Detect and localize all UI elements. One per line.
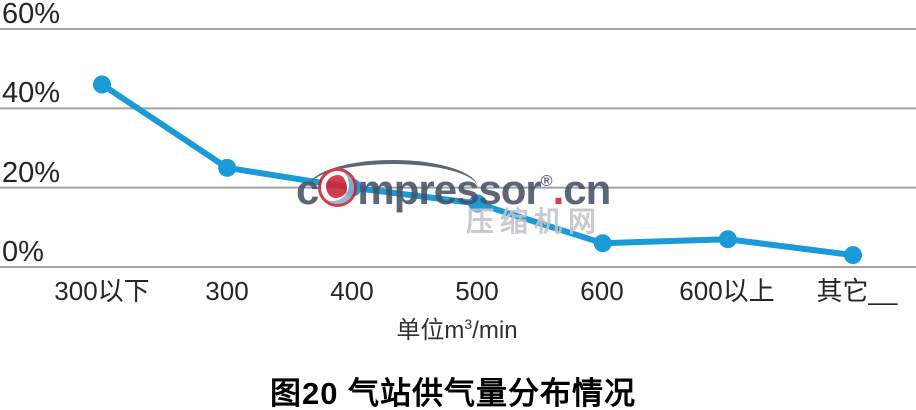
watermark-brand-text: c mpressor®.cn	[296, 166, 611, 213]
y-axis-tick-label: 60%	[2, 0, 61, 30]
watermark-chinese-text: 压缩机网	[466, 206, 603, 237]
x-axis-tick-label: 600	[580, 276, 624, 306]
globe-icon	[318, 168, 358, 207]
y-axis-tick-label: 40%	[2, 77, 61, 109]
watermark-word: mpressor	[357, 166, 541, 213]
registered-trademark-icon: ®	[540, 173, 553, 190]
x-axis-tick-label: 300	[205, 276, 249, 306]
data-point	[218, 158, 237, 177]
data-point	[593, 234, 612, 253]
y-axis-tick-label: 20%	[2, 157, 61, 189]
x-axis-unit-suffix: /min	[472, 317, 518, 344]
x-axis-tick-label: 600以上	[679, 276, 775, 306]
watermark-domain-suffix: cn	[563, 166, 611, 213]
watermark: c mpressor®.cn 压缩机网	[296, 156, 646, 246]
watermark-red-dot: .	[552, 166, 565, 213]
data-point	[93, 75, 111, 94]
x-axis-tick-label: 300以下	[54, 276, 150, 306]
data-point	[718, 230, 737, 249]
chart-title: 图20 气站供气量分布情况	[269, 376, 637, 410]
y-axis-tick-label: 0%	[2, 236, 44, 268]
x-axis-unit-label: 单位m3/min	[396, 316, 518, 344]
x-axis-unit-superscript: 3	[464, 316, 473, 332]
x-axis-tick-label: 500	[455, 276, 499, 306]
globe-continent-shape	[326, 175, 348, 198]
x-axis-tick-label: 其它__	[816, 276, 898, 306]
x-axis-unit-prefix: 单位m	[396, 317, 465, 344]
watermark-arc	[308, 160, 478, 216]
watermark-letter-c: c	[296, 166, 319, 213]
data-point	[844, 246, 863, 265]
x-axis-tick-label: 400	[330, 276, 374, 306]
data-point	[468, 194, 487, 213]
